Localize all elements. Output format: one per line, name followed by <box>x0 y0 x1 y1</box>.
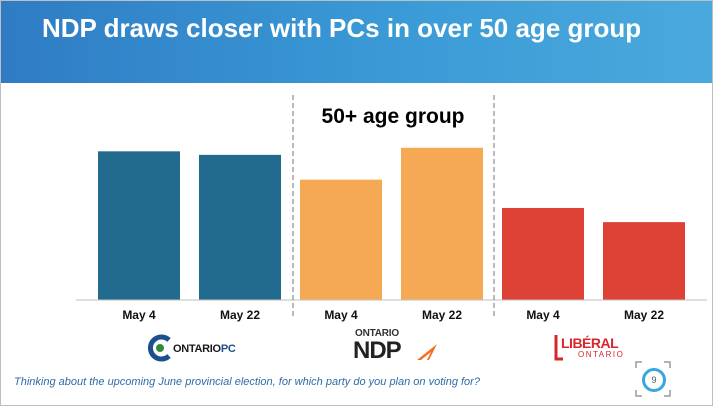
ontario-ndp-main-text: NDP <box>353 337 402 364</box>
x-tick-label: May 4 <box>122 308 156 322</box>
bar-2-1 <box>603 222 685 300</box>
bar-0-1 <box>199 154 281 300</box>
page-number: 9 <box>642 368 666 392</box>
bar-1-1 <box>401 147 483 300</box>
bar-2-0 <box>502 207 584 300</box>
chart-title: 50+ age group <box>322 105 465 128</box>
bar-1-0 <box>300 179 382 300</box>
bar-0-0 <box>98 151 180 300</box>
bar-chart: 50+ age group May 4 May 22 May 4 May 22 May … <box>76 95 707 322</box>
x-tick-label: May 22 <box>422 308 462 322</box>
ontario-pc-prefix: ONTARIO <box>173 343 221 355</box>
ontario-ndp-top-text: ONTARIO <box>355 328 399 339</box>
x-tick-label: May 22 <box>624 308 664 322</box>
x-tick-label: May 22 <box>220 308 260 322</box>
slide-title: NDP draws closer with PCs in over 50 age… <box>42 13 642 43</box>
page-number-badge: 9 <box>635 361 671 397</box>
ontario-pc-suffix: PC <box>220 343 236 355</box>
corner-brackets-icon <box>635 361 671 397</box>
title-banner: NDP draws closer with PCs in over 50 age… <box>1 1 712 83</box>
ontario-liberal-logo: LIBÉRAL ONTARIO <box>551 331 641 363</box>
x-tick-label: May 4 <box>324 308 358 322</box>
liberal-bracket-icon <box>554 335 563 361</box>
ontario-pc-logo: ONTARIOPC <box>147 332 247 364</box>
survey-question: Thinking about the upcoming June provinc… <box>14 376 480 388</box>
liberal-sub-text: ONTARIO <box>578 350 625 359</box>
ndp-arrow-icon <box>417 344 437 360</box>
x-tick-label: May 4 <box>526 308 560 322</box>
liberal-main-text: LIBÉRAL <box>561 335 619 351</box>
ontario-ndp-logo: ONTARIO NDP <box>353 328 443 366</box>
ontario-pc-emblem-icon <box>148 334 171 362</box>
ontario-pc-wordmark: ONTARIOPC <box>173 343 236 355</box>
